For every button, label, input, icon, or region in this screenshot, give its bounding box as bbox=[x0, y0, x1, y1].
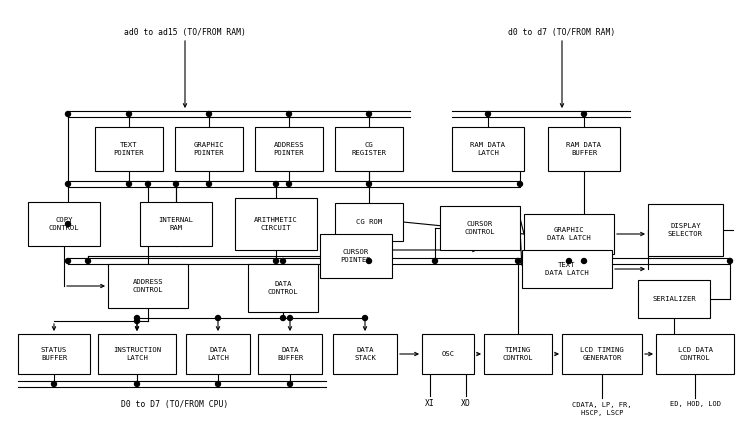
Text: ADDRESS
POINTER: ADDRESS POINTER bbox=[273, 142, 304, 156]
Circle shape bbox=[126, 112, 131, 116]
Circle shape bbox=[65, 222, 71, 227]
FancyBboxPatch shape bbox=[175, 127, 243, 171]
Text: GRAPHIC
POINTER: GRAPHIC POINTER bbox=[194, 142, 225, 156]
FancyBboxPatch shape bbox=[248, 264, 318, 312]
Text: DATA
BUFFER: DATA BUFFER bbox=[277, 347, 303, 361]
Circle shape bbox=[273, 181, 279, 187]
Text: ED, HOD, LOD: ED, HOD, LOD bbox=[669, 401, 720, 407]
FancyBboxPatch shape bbox=[235, 198, 317, 250]
FancyBboxPatch shape bbox=[186, 334, 250, 374]
Circle shape bbox=[281, 316, 285, 320]
Circle shape bbox=[52, 382, 56, 386]
FancyBboxPatch shape bbox=[258, 334, 322, 374]
FancyBboxPatch shape bbox=[638, 280, 710, 318]
FancyBboxPatch shape bbox=[440, 206, 520, 250]
FancyBboxPatch shape bbox=[335, 203, 403, 241]
Circle shape bbox=[173, 181, 179, 187]
Circle shape bbox=[86, 259, 91, 264]
Text: RAM DATA
BUFFER: RAM DATA BUFFER bbox=[566, 142, 602, 156]
Text: CDATA, LP, FR,
HSCP, LSCP: CDATA, LP, FR, HSCP, LSCP bbox=[572, 403, 632, 415]
Text: OSC: OSC bbox=[442, 351, 454, 357]
Circle shape bbox=[146, 181, 150, 187]
Circle shape bbox=[126, 181, 131, 187]
Circle shape bbox=[273, 259, 279, 264]
Circle shape bbox=[566, 259, 572, 264]
Text: DATA
STACK: DATA STACK bbox=[354, 347, 376, 361]
Text: ad0 to ad15 (TO/FROM RAM): ad0 to ad15 (TO/FROM RAM) bbox=[124, 29, 246, 37]
Text: TIMING
CONTROL: TIMING CONTROL bbox=[502, 347, 533, 361]
Circle shape bbox=[366, 181, 372, 187]
Circle shape bbox=[581, 259, 587, 264]
Circle shape bbox=[286, 112, 291, 116]
Text: CG ROM: CG ROM bbox=[356, 219, 382, 225]
Circle shape bbox=[65, 112, 71, 116]
Circle shape bbox=[65, 181, 71, 187]
FancyBboxPatch shape bbox=[95, 127, 163, 171]
Circle shape bbox=[134, 382, 140, 386]
Text: COPY
CONTROL: COPY CONTROL bbox=[49, 217, 80, 231]
FancyBboxPatch shape bbox=[524, 214, 614, 254]
FancyBboxPatch shape bbox=[108, 264, 188, 308]
Text: INSTRUCTION
LATCH: INSTRUCTION LATCH bbox=[113, 347, 161, 361]
Circle shape bbox=[207, 112, 212, 116]
FancyBboxPatch shape bbox=[422, 334, 474, 374]
Text: ADDRESS
CONTROL: ADDRESS CONTROL bbox=[133, 279, 163, 293]
FancyBboxPatch shape bbox=[548, 127, 620, 171]
Circle shape bbox=[134, 316, 140, 320]
FancyBboxPatch shape bbox=[335, 127, 403, 171]
FancyBboxPatch shape bbox=[562, 334, 642, 374]
Circle shape bbox=[517, 181, 523, 187]
Text: ARITHMETIC
CIRCUIT: ARITHMETIC CIRCUIT bbox=[254, 217, 298, 231]
Text: DATA
CONTROL: DATA CONTROL bbox=[267, 281, 298, 295]
Text: TEXT
POINTER: TEXT POINTER bbox=[113, 142, 144, 156]
Circle shape bbox=[286, 181, 291, 187]
FancyBboxPatch shape bbox=[333, 334, 397, 374]
Circle shape bbox=[288, 382, 292, 386]
Circle shape bbox=[485, 112, 490, 116]
FancyBboxPatch shape bbox=[522, 250, 612, 288]
Text: d0 to d7 (TO/FROM RAM): d0 to d7 (TO/FROM RAM) bbox=[508, 29, 616, 37]
Text: CURSOR
CONTROL: CURSOR CONTROL bbox=[465, 221, 496, 235]
FancyBboxPatch shape bbox=[140, 202, 212, 246]
Circle shape bbox=[728, 259, 732, 264]
Text: TEXT
DATA LATCH: TEXT DATA LATCH bbox=[545, 262, 589, 276]
Circle shape bbox=[366, 259, 372, 264]
Circle shape bbox=[281, 259, 285, 264]
Circle shape bbox=[134, 319, 140, 323]
Circle shape bbox=[515, 259, 520, 264]
Circle shape bbox=[207, 181, 212, 187]
Text: GRAPHIC
DATA LATCH: GRAPHIC DATA LATCH bbox=[547, 227, 591, 241]
Circle shape bbox=[65, 259, 71, 264]
Text: INTERNAL
RAM: INTERNAL RAM bbox=[158, 217, 194, 231]
FancyBboxPatch shape bbox=[484, 334, 552, 374]
FancyBboxPatch shape bbox=[28, 202, 100, 246]
Text: D0 to D7 (TO/FROM CPU): D0 to D7 (TO/FROM CPU) bbox=[122, 400, 228, 409]
FancyBboxPatch shape bbox=[320, 234, 392, 278]
FancyBboxPatch shape bbox=[18, 334, 90, 374]
Text: STATUS
BUFFER: STATUS BUFFER bbox=[41, 347, 67, 361]
Text: CURSOR
POINTER: CURSOR POINTER bbox=[341, 249, 371, 263]
Circle shape bbox=[288, 316, 292, 320]
Text: RAM DATA
LATCH: RAM DATA LATCH bbox=[470, 142, 505, 156]
FancyBboxPatch shape bbox=[98, 334, 176, 374]
Text: DISPLAY
SELECTOR: DISPLAY SELECTOR bbox=[668, 223, 703, 237]
Circle shape bbox=[216, 316, 221, 320]
FancyBboxPatch shape bbox=[255, 127, 323, 171]
Text: LCD TIMING
GENERATOR: LCD TIMING GENERATOR bbox=[580, 347, 624, 361]
Circle shape bbox=[216, 382, 221, 386]
Text: XI: XI bbox=[425, 400, 435, 409]
Circle shape bbox=[363, 316, 367, 320]
Text: LCD DATA
CONTROL: LCD DATA CONTROL bbox=[677, 347, 713, 361]
Circle shape bbox=[581, 112, 587, 116]
Circle shape bbox=[366, 112, 372, 116]
Text: DATA
LATCH: DATA LATCH bbox=[207, 347, 229, 361]
Text: SERIALIZER: SERIALIZER bbox=[652, 296, 696, 302]
FancyBboxPatch shape bbox=[656, 334, 734, 374]
FancyBboxPatch shape bbox=[452, 127, 524, 171]
Text: XO: XO bbox=[461, 400, 471, 409]
Circle shape bbox=[433, 259, 438, 264]
FancyBboxPatch shape bbox=[648, 204, 723, 256]
Text: CG
REGISTER: CG REGISTER bbox=[351, 142, 387, 156]
